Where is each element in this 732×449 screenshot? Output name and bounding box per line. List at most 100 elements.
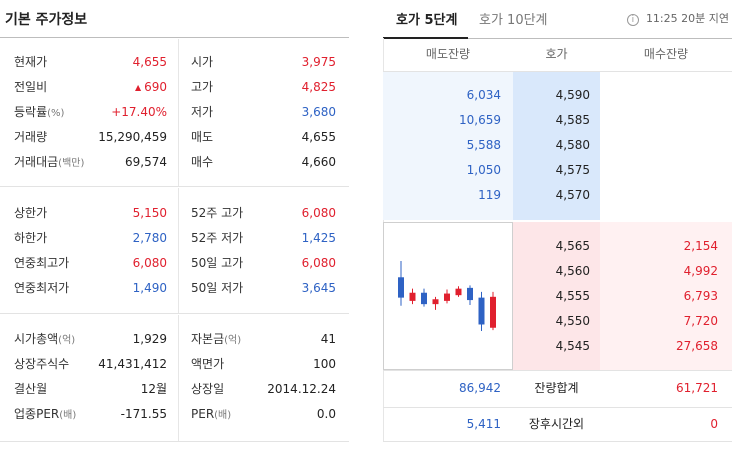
info-value: 5,150 — [133, 201, 167, 226]
sell-qty: 1,050 — [466, 163, 501, 177]
info-label-text: 매수 — [191, 155, 214, 169]
info-label-text: 거래대금 — [14, 155, 59, 169]
info-label: 시가 — [191, 50, 213, 75]
info-row: 결산월 12월 상장일 2014.12.24 — [0, 377, 349, 402]
info-label: 매도 — [191, 125, 213, 150]
info-label-unit: (%) — [47, 108, 65, 119]
buy-qty-header: 매수잔량 — [643, 47, 689, 61]
active-tab-indicator — [383, 37, 468, 39]
info-label: 52주 저가 — [191, 226, 243, 251]
buy-price[interactable]: 4,565 — [555, 239, 590, 253]
info-value-text: 41,431,412 — [98, 357, 167, 371]
info-label-text: 저가 — [191, 105, 214, 119]
info-label: 자본금(억) — [191, 327, 241, 353]
buy-price[interactable]: 4,550 — [555, 314, 590, 328]
info-value-text: 15,290,459 — [98, 130, 167, 144]
title-divider — [0, 37, 349, 38]
info-row: 연중최저가 1,490 50일 저가 3,645 — [0, 276, 349, 301]
candle-body — [432, 299, 439, 305]
info-label-unit: (배) — [59, 410, 77, 421]
info-value: 4,825 — [301, 80, 336, 94]
section-divider — [0, 441, 349, 442]
info-value-text: 69,574 — [125, 155, 167, 169]
buy-qty: 4,992 — [683, 264, 718, 278]
info-value-text: 5,150 — [132, 206, 167, 220]
info-row: 하한가 2,780 52주 저가 1,425 — [0, 226, 349, 251]
info-label-text: 50일 저가 — [191, 281, 244, 295]
info-value: 3,645 — [301, 281, 336, 295]
summary-buy-value: 61,721 — [676, 381, 718, 395]
info-label: 매수 — [191, 150, 213, 175]
info-value: 4,655 — [301, 130, 336, 144]
summary-buy-value: 0 — [710, 417, 718, 431]
sell-price[interactable]: 4,580 — [555, 138, 590, 152]
sell-qty: 5,588 — [466, 138, 501, 152]
info-label: 시가총액(억) — [14, 327, 75, 353]
info-value: 1,490 — [133, 276, 167, 301]
sell-qty: 119 — [478, 188, 501, 202]
info-label-text: 매도 — [191, 130, 214, 144]
summary-sell-value: 86,942 — [459, 381, 501, 395]
info-label-unit: (억) — [224, 335, 242, 346]
info-label-text: 시가 — [191, 55, 214, 69]
buy-price-area — [513, 222, 600, 370]
info-label-text: 현재가 — [14, 55, 48, 69]
info-label: 50일 고가 — [191, 251, 243, 276]
candle-body — [467, 287, 473, 301]
info-value: 4,660 — [301, 155, 336, 169]
column-divider — [178, 188, 179, 313]
info-label-text: 상장일 — [191, 382, 225, 396]
column-divider — [178, 315, 179, 441]
info-label-text: 52주 고가 — [191, 206, 244, 220]
info-value: 3,680 — [301, 105, 336, 119]
candle-body — [490, 296, 496, 328]
buy-price[interactable]: 4,560 — [555, 264, 590, 278]
info-row: 시가총액(억) 1,929 자본금(억) 41 — [0, 327, 349, 352]
info-label-text: 거래량 — [14, 130, 48, 144]
sell-qty: 6,034 — [466, 88, 501, 102]
info-label-text: 상한가 — [14, 206, 48, 220]
section-divider — [0, 186, 349, 187]
delay-time-label: 11:25 20분 지연 — [645, 12, 729, 25]
column-divider — [178, 39, 179, 186]
summary-label: 장후시간외 — [528, 417, 585, 431]
tab-10-level-quotes[interactable]: 호가 10단계 — [479, 13, 548, 28]
sell-price[interactable]: 4,570 — [555, 188, 590, 202]
sell-price[interactable]: 4,590 — [555, 88, 590, 102]
info-value: -171.55 — [121, 402, 167, 427]
buy-qty: 2,154 — [683, 239, 718, 253]
info-value: 0.0 — [316, 407, 336, 421]
info-label: 등락률(%) — [14, 100, 64, 126]
buy-price[interactable]: 4,555 — [555, 289, 590, 303]
info-icon[interactable]: i — [626, 14, 639, 26]
info-value: 2,780 — [133, 226, 167, 251]
info-value-text: +17.40% — [111, 105, 167, 119]
info-label: 결산월 — [14, 377, 47, 402]
info-label-unit: (배) — [214, 410, 232, 421]
info-label: 상장일 — [191, 377, 224, 402]
info-label-text: 상장주식수 — [14, 357, 70, 371]
buy-qty: 7,720 — [683, 314, 718, 328]
candle-body — [478, 297, 485, 325]
buy-qty-area — [600, 222, 732, 370]
info-value: 1,425 — [301, 231, 336, 245]
info-label-text: 등락률 — [14, 105, 48, 119]
panel-title: 기본 주가정보 — [5, 12, 88, 28]
buy-qty: 27,658 — [676, 339, 718, 353]
sell-qty: 10,659 — [459, 113, 501, 127]
section-divider — [0, 313, 349, 314]
info-label-text: 하한가 — [14, 231, 48, 245]
info-label-text: PER — [191, 407, 215, 421]
info-value: ▲ 690 — [135, 75, 167, 100]
candle-body — [455, 288, 462, 296]
sell-price[interactable]: 4,575 — [555, 163, 590, 177]
info-label: 상한가 — [14, 201, 47, 226]
info-row: 연중최고가 6,080 50일 고가 6,080 — [0, 251, 349, 276]
candle-body — [398, 277, 404, 298]
sell-price[interactable]: 4,585 — [555, 113, 590, 127]
info-label: 고가 — [191, 75, 213, 100]
buy-price[interactable]: 4,545 — [555, 339, 590, 353]
info-label: 상장주식수 — [14, 352, 69, 377]
tab-5-level-quotes[interactable]: 호가 5단계 — [396, 13, 458, 28]
info-value-text: 690 — [144, 80, 167, 94]
